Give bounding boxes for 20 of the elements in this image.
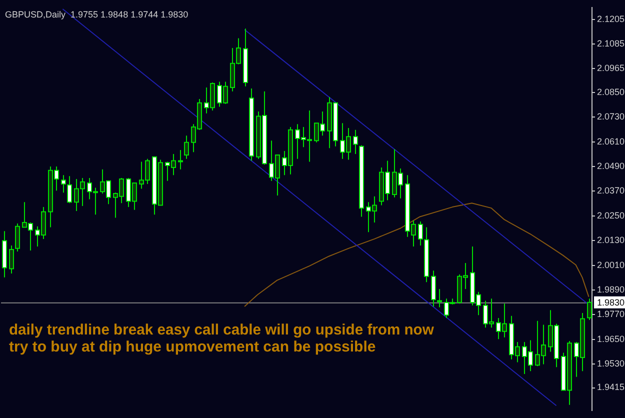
y-tick-label: 1.9890	[597, 284, 625, 294]
y-tick-label: 2.0850	[597, 86, 625, 97]
annotation: try to buy at dip huge upmovement can be possible	[9, 338, 376, 356]
annotation: daily trendline break easy call cable will go upside from now	[9, 322, 434, 338]
y-tick-label: 2.0610	[597, 136, 625, 146]
y-tick-label: 1.9530	[597, 358, 625, 369]
y-tick-label: 2.0010	[597, 260, 625, 270]
ref-line-label: 1.9830	[597, 297, 625, 308]
y-tick-label: 2.0730	[597, 112, 625, 122]
y-tick-label: 2.0250	[597, 210, 625, 220]
y-tick-label: 2.1085	[597, 38, 625, 49]
y-tick-label: 2.0370	[597, 186, 625, 196]
y-tick-label: 1.9650	[597, 334, 625, 344]
y-tick-label: 2.0965	[597, 63, 625, 74]
y-tick-label: 1.9770	[597, 309, 625, 320]
y-tick-label: 2.0490	[597, 160, 625, 171]
chart-title: GBPUSD,Daily 1.9755 1.9848 1.9744 1.9830	[5, 9, 188, 20]
y-tick-label: 2.1205	[597, 14, 625, 24]
y-tick-label: 2.0130	[597, 235, 625, 246]
y-tick-label: 1.9415	[597, 382, 625, 392]
